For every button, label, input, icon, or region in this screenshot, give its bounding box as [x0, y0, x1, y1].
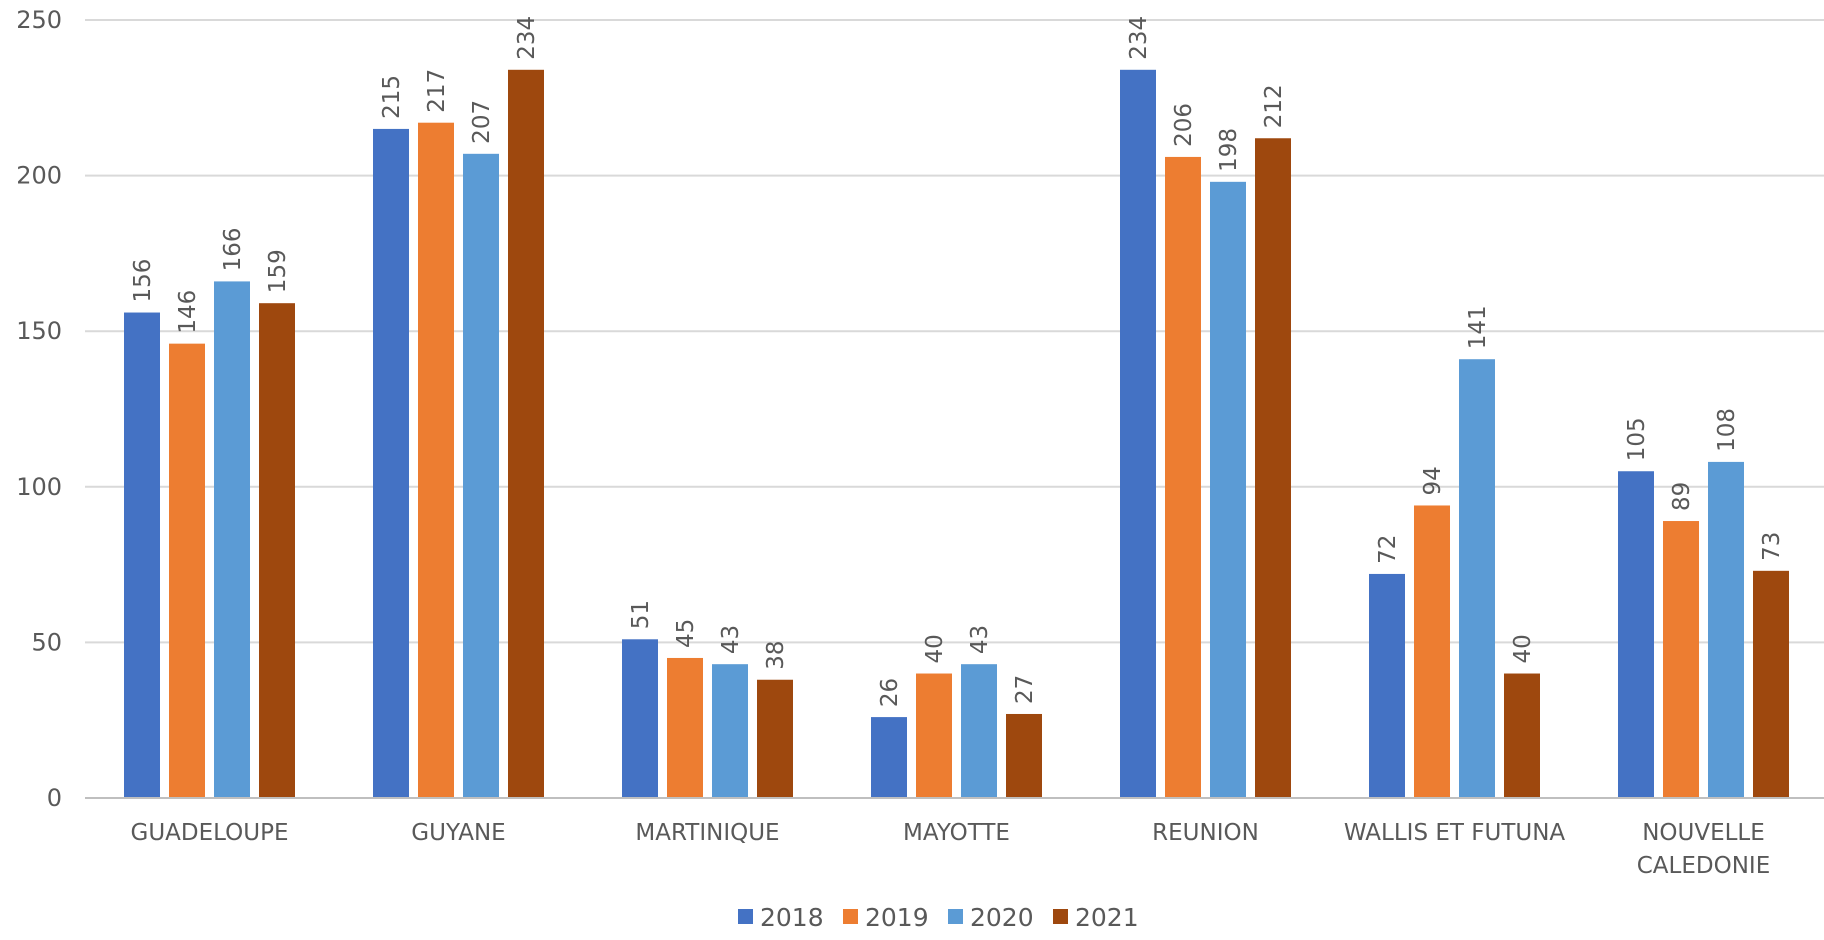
bar-2020	[463, 153, 499, 799]
bar-2018	[622, 639, 658, 798]
data-label: 26	[877, 678, 903, 707]
bar-2021	[259, 303, 295, 798]
bar-2020	[1708, 461, 1744, 798]
category-label: MARTINIQUE	[635, 820, 779, 846]
bar-2019	[667, 657, 703, 798]
data-label: 73	[1759, 532, 1785, 561]
data-label: 40	[1510, 634, 1536, 663]
bar-2019	[1165, 156, 1201, 799]
data-label: 166	[220, 228, 246, 272]
bar-2018	[124, 312, 160, 798]
gridlines	[85, 19, 1824, 644]
data-label: 45	[673, 619, 699, 648]
data-label: 234	[1126, 16, 1152, 60]
category-label: GUADELOUPE	[131, 820, 289, 846]
data-label: 89	[1669, 482, 1695, 511]
category-label: GUYANE	[411, 820, 505, 846]
data-label: 146	[175, 290, 201, 334]
data-label: 198	[1216, 128, 1242, 172]
category-label: CALEDONIE	[1637, 853, 1770, 879]
data-label: 159	[265, 249, 291, 293]
data-label: 234	[514, 16, 540, 60]
bar-2020	[1459, 359, 1495, 798]
bar-2019	[1663, 521, 1699, 798]
y-tick-label: 50	[31, 628, 62, 656]
bar-2021	[1255, 138, 1291, 799]
y-tick-label: 200	[16, 162, 62, 190]
data-label: 141	[1465, 305, 1491, 349]
bar-2021	[1006, 713, 1042, 798]
legend: 2018 2019 2020 2021	[738, 903, 1139, 932]
legend-label: 2020	[970, 903, 1034, 932]
data-label: 40	[922, 634, 948, 663]
bar-2019	[169, 343, 205, 798]
bar-2020	[1210, 181, 1246, 799]
legend-label: 2021	[1075, 903, 1139, 932]
bar-2018	[1120, 69, 1156, 799]
data-label: 207	[469, 100, 495, 144]
legend-swatch-2021	[1053, 909, 1068, 924]
data-label: 43	[967, 625, 993, 654]
bar-2018	[1369, 573, 1405, 798]
y-tick-label: 0	[47, 784, 62, 812]
bar-2019	[418, 122, 454, 799]
category-label: MAYOTTE	[903, 820, 1010, 846]
bar-2018	[871, 717, 907, 798]
legend-swatch-2018	[738, 909, 753, 924]
y-tick-label: 250	[16, 6, 62, 34]
bar-2021	[1504, 673, 1540, 798]
data-label: 212	[1261, 84, 1287, 128]
category-label: REUNION	[1152, 820, 1259, 846]
data-label: 38	[763, 640, 789, 669]
bar-2019	[916, 673, 952, 798]
data-label: 94	[1420, 466, 1446, 495]
data-label: 217	[424, 69, 450, 113]
legend-swatch-2020	[948, 909, 963, 924]
y-axis-ticks: 0 50 100 150 200 250	[16, 6, 62, 812]
bar-2019	[1414, 505, 1450, 798]
data-label: 51	[628, 600, 654, 629]
data-labels: 156 146 166 159 215 217 207 234 51 45 43 38 26 40 43 27…	[130, 16, 1785, 707]
data-label: 108	[1714, 408, 1740, 452]
bars	[124, 69, 1789, 799]
data-label: 215	[379, 75, 405, 119]
y-tick-label: 100	[16, 473, 62, 501]
category-label: NOUVELLE	[1642, 820, 1765, 846]
data-label: 206	[1171, 103, 1197, 147]
bar-2018	[373, 128, 409, 799]
category-label: WALLIS ET FUTUNA	[1344, 820, 1566, 846]
legend-swatch-2019	[843, 909, 858, 924]
bar-2020	[961, 664, 997, 798]
data-label: 156	[130, 259, 156, 303]
data-label: 43	[718, 625, 744, 654]
bar-2021	[1753, 570, 1789, 798]
bar-2021	[757, 679, 793, 798]
bar-2020	[214, 281, 250, 799]
legend-label: 2018	[760, 903, 824, 932]
bar-2018	[1618, 471, 1654, 798]
y-tick-label: 150	[16, 317, 62, 345]
category-labels: GUADELOUPE GUYANE MARTINIQUE MAYOTTE REUNION…	[131, 820, 1771, 879]
bar-2021	[508, 69, 544, 799]
data-label: 27	[1012, 675, 1038, 704]
legend-label: 2019	[865, 903, 929, 932]
data-label: 72	[1375, 535, 1401, 564]
bar-2020	[712, 664, 748, 798]
data-label: 105	[1624, 417, 1650, 461]
